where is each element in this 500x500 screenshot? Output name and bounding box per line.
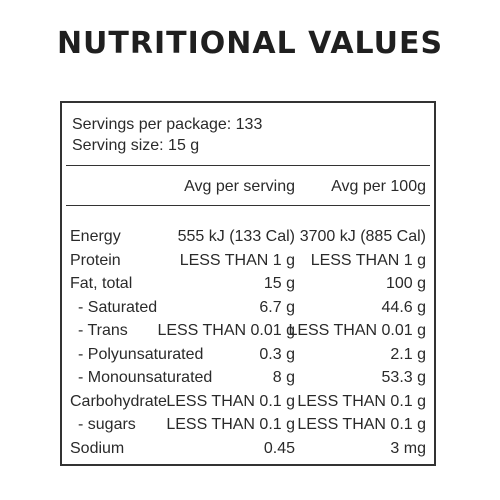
serving-size: Serving size: 15 g bbox=[72, 137, 200, 154]
value-per-serving: 6.7 g bbox=[259, 298, 295, 316]
value-per-100g: 3700 kJ (885 Cal) bbox=[299, 228, 426, 245]
nutrient-label: Protein bbox=[70, 251, 121, 269]
value-per-100g: 2.1 g bbox=[390, 345, 426, 363]
value-per-serving: LESS THAN 0.01 g bbox=[157, 322, 295, 339]
nutrient-row-polyunsaturated: - Polyunsaturated 0.3 g 2.1 g bbox=[62, 343, 434, 367]
value-per-100g: LESS THAN 0.01 g bbox=[288, 322, 426, 339]
nutrient-row-trans: - Trans LESS THAN 0.01 g LESS THAN 0.01 … bbox=[62, 319, 434, 343]
value-per-100g: LESS THAN 0.1 g bbox=[297, 416, 426, 433]
value-per-100g: 3 mg bbox=[390, 439, 426, 457]
value-per-serving: 0.45 bbox=[263, 439, 295, 457]
nutrient-label: Carbohydrate bbox=[70, 392, 167, 410]
nutrient-label: - Trans bbox=[78, 322, 128, 339]
value-per-100g: LESS THAN 1 g bbox=[310, 251, 426, 269]
divider-top bbox=[66, 165, 430, 166]
nutrition-panel: Servings per package: 133 Serving size: … bbox=[60, 101, 436, 466]
nutrient-row-saturated: - Saturated 6.7 g 44.6 g bbox=[62, 296, 434, 320]
value-per-serving: LESS THAN 0.1 g bbox=[166, 392, 295, 410]
nutrient-table: Energy 555 kJ (133 Cal) 3700 kJ (885 Cal… bbox=[62, 225, 434, 460]
value-per-serving: 0.3 g bbox=[259, 345, 295, 363]
serving-info: Servings per package: 133 Serving size: … bbox=[72, 114, 262, 156]
nutrient-row-sugars: - sugars LESS THAN 0.1 g LESS THAN 0.1 g bbox=[62, 413, 434, 437]
nutrient-row-monounsaturated: - Monounsaturated 8 g 53.3 g bbox=[62, 366, 434, 390]
page-title: NUTRITIONAL VALUES bbox=[56, 26, 444, 61]
nutrient-row-energy: Energy 555 kJ (133 Cal) 3700 kJ (885 Cal… bbox=[62, 225, 434, 249]
value-per-serving: 15 g bbox=[263, 275, 295, 292]
nutrient-label: - Monounsaturated bbox=[78, 369, 213, 386]
value-per-serving: LESS THAN 0.1 g bbox=[166, 416, 295, 433]
value-per-100g: 44.6 g bbox=[381, 298, 426, 316]
servings-per-package: Servings per package: 133 bbox=[72, 116, 263, 133]
value-per-serving: 8 g bbox=[272, 369, 295, 386]
nutrient-row-carbohydrate: Carbohydrate LESS THAN 0.1 g LESS THAN 0… bbox=[62, 390, 434, 414]
column-header-per-serving: Avg per serving bbox=[184, 178, 295, 195]
nutrient-label: Sodium bbox=[70, 439, 125, 457]
nutrient-label: - Polyunsaturated bbox=[78, 345, 204, 363]
value-per-100g: LESS THAN 0.1 g bbox=[297, 392, 426, 410]
nutrient-label: Fat, total bbox=[70, 275, 133, 292]
nutrient-row-sodium: Sodium 0.45 3 mg bbox=[62, 437, 434, 461]
nutrient-row-fat-total: Fat, total 15 g 100 g bbox=[62, 272, 434, 296]
value-per-serving: LESS THAN 1 g bbox=[179, 251, 295, 269]
value-per-100g: 53.3 g bbox=[381, 369, 426, 386]
value-per-serving: 555 kJ (133 Cal) bbox=[177, 228, 295, 245]
nutrient-label: Energy bbox=[70, 228, 121, 245]
column-header-per-100g: Avg per 100g bbox=[331, 178, 426, 195]
nutrient-row-protein: Protein LESS THAN 1 g LESS THAN 1 g bbox=[62, 249, 434, 273]
nutrient-label: - sugars bbox=[78, 416, 136, 433]
nutrient-label: - Saturated bbox=[78, 298, 158, 316]
divider-header bbox=[66, 205, 430, 206]
value-per-100g: 100 g bbox=[385, 275, 426, 292]
